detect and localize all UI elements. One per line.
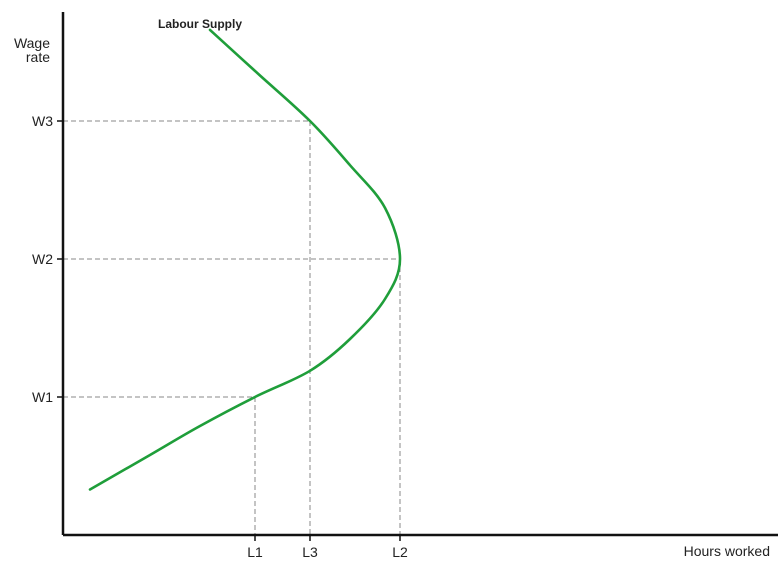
y-axis-label-line-2: rate — [26, 49, 50, 65]
y-axis-label-line-1: Wage — [14, 35, 50, 51]
tick-marks — [57, 120, 401, 541]
y-tick-label-w3: W3 — [32, 113, 53, 129]
x-tick-label-l3: L3 — [302, 544, 318, 560]
y-tick-label-w1: W1 — [32, 389, 53, 405]
x-axis-label: Hours worked — [684, 543, 770, 559]
x-tick-label-l2: L2 — [392, 544, 408, 560]
y-tick-label-w2: W2 — [32, 251, 53, 267]
guide-lines — [63, 120, 401, 535]
series-label: Labour Supply — [158, 17, 242, 31]
labour-supply-curve — [88, 28, 402, 491]
x-tick-label-l1: L1 — [247, 544, 263, 560]
